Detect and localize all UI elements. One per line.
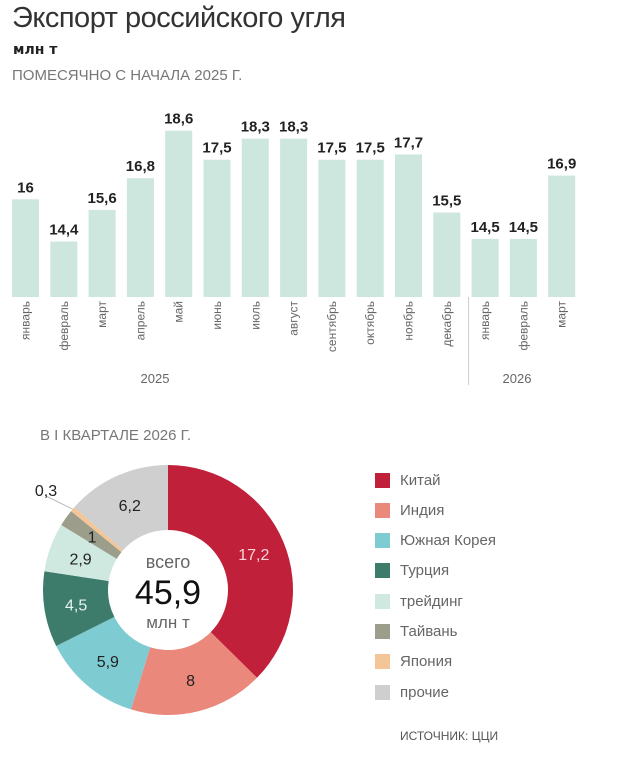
leader-line [45,495,73,510]
bar-value-label: 16,8 [126,158,155,175]
legend-swatch [375,502,390,518]
legend-swatch [375,684,390,700]
legend-item: прочие [375,682,449,702]
legend-label: Китай [400,471,441,489]
month-tick-label: июнь [210,301,224,330]
donut-slice [61,511,122,559]
legend-item: Тайвань [375,622,457,642]
bar [471,238,499,297]
bar [356,159,384,297]
month-tick-label: май [172,301,186,323]
bar [165,130,193,297]
center-value: 45,9 [135,574,201,612]
bar-value-label: 17,5 [356,140,385,157]
bar [509,238,537,297]
source-note: ИСТОЧНИК: ЦЦИ [400,729,499,743]
slice-value-label: 6,2 [119,498,141,515]
legend-label: Индия [400,501,445,519]
bar-value-label: 18,3 [279,119,308,136]
legend-label: Турция [400,562,450,580]
center-label: всего [146,552,191,572]
bar [50,241,78,297]
legend-label: Тайвань [400,623,458,640]
slice-value-label: 5,9 [97,654,119,671]
bar-value-label: 16 [17,179,34,196]
legend-swatch [375,533,390,549]
bar [280,138,308,297]
month-tick-label: апрель [133,301,147,340]
bar [126,178,154,297]
slice-value-label: 0,3 [35,483,57,500]
bar [433,212,461,297]
bar-value-label: 14,5 [509,219,538,236]
year-label: 2025 [141,371,170,386]
slice-value-label: 4,5 [65,598,87,615]
legend-label: трейдинг [400,592,463,610]
legend-item: трейдинг [375,591,463,611]
month-tick-label: ноябрь [402,301,416,341]
legend-item: Китай [375,470,441,490]
slice-value-label: 17,2 [238,547,269,564]
donut-slice [56,616,151,710]
center-unit: млн т [146,613,190,632]
bar-value-label: 14,4 [49,222,79,239]
month-tick-label: январь [19,301,33,340]
bar [203,159,231,297]
legend-label: Южная Корея [400,532,496,550]
legend-swatch [375,472,390,488]
page-title: Экспорт российского угля [12,2,346,34]
donut-slice [131,632,257,715]
donut-chart-title: В I КВАРТАЛЕ 2026 Г. [40,427,192,444]
donut-slice [74,465,168,551]
bar-value-label: 16,9 [547,156,576,173]
year-label: 2026 [503,371,532,386]
legend-label: Япония [400,653,453,671]
bar [12,199,39,297]
donut-slice [71,507,124,553]
slice-value-label: 8 [186,673,195,690]
bar-value-label: 17,5 [202,140,231,157]
month-tick-label: март [555,301,569,328]
bar-value-label: 18,6 [164,111,193,128]
slice-value-label: 2,9 [69,551,91,568]
bar [395,154,422,297]
bar-value-label: 17,5 [317,140,346,157]
legend-item: Турция [375,561,449,581]
unit-label: млн т [13,42,58,58]
bar-value-label: 18,3 [241,119,270,136]
bar [548,175,576,297]
bar-value-label: 14,5 [470,219,499,236]
month-tick-label: февраль [516,301,530,351]
month-tick-label: март [95,301,109,328]
bar-value-label: 17,7 [394,134,423,151]
month-tick-label: август [287,301,301,336]
bar [241,138,269,297]
legend-swatch [375,593,390,609]
legend-label: прочие [400,683,450,701]
bar [318,159,346,297]
bar-chart-subtitle: ПОМЕСЯЧНО С НАЧАЛА 2025 Г. [12,67,243,84]
bar-chart: 16 январь 14,4 февраль 15,6 март 16,8 апрель 18,… [12,111,576,386]
bar [88,209,116,297]
legend-swatch [375,563,390,579]
legend-item: Южная Корея [375,531,496,551]
month-tick-label: октябрь [363,301,377,345]
slice-value-label: 1 [88,529,97,546]
legend-item: Индия [375,500,444,520]
donut-slice [42,571,115,646]
legend-item: Япония [375,652,452,672]
month-tick-label: декабрь [440,301,454,347]
bar-value-label: 15,6 [87,190,116,207]
bar-value-label: 15,5 [432,193,461,210]
month-tick-label: июль [248,301,262,330]
legend-swatch [375,654,390,670]
month-tick-label: сентябрь [325,301,339,352]
donut-slice [44,525,117,582]
legend-swatch [375,624,390,639]
month-tick-label: февраль [57,301,71,351]
donut-slice [168,465,294,678]
month-tick-label: январь [478,301,492,340]
